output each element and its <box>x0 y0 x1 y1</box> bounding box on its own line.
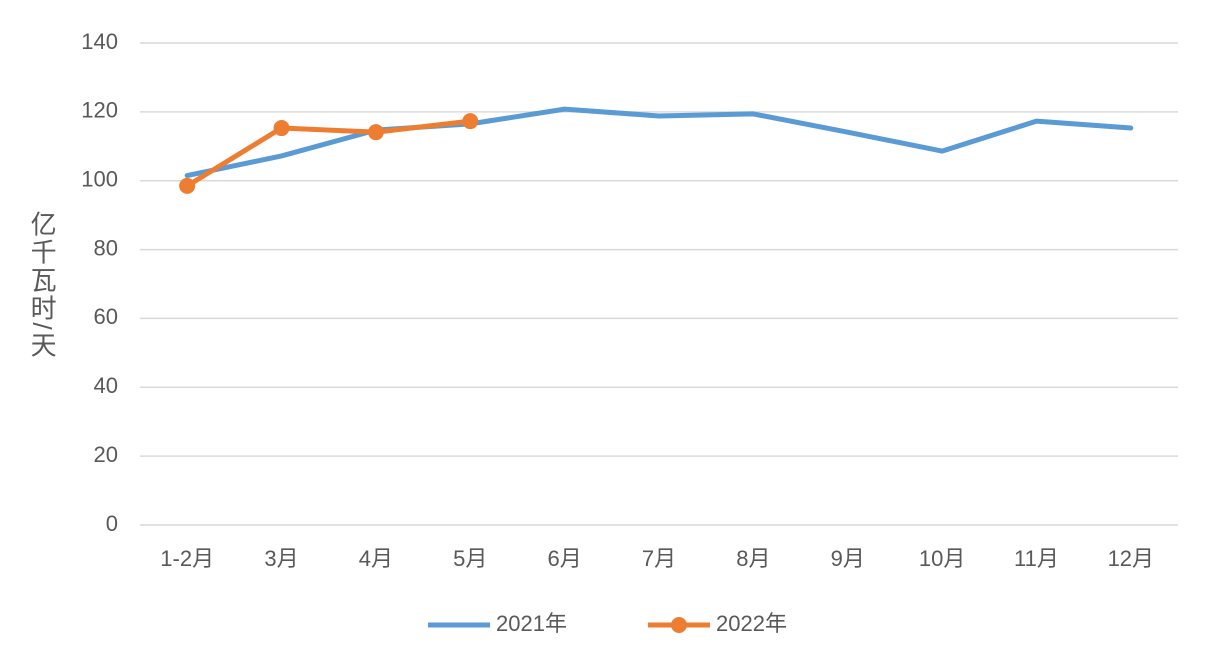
point <box>179 177 196 194</box>
y-tick-label: 40 <box>94 373 118 398</box>
x-tick-label: 8月 <box>736 546 770 571</box>
x-tick-label: 12月 <box>1108 546 1154 571</box>
x-tick-label: 1-2月 <box>160 546 214 571</box>
legend-marker <box>671 617 687 633</box>
x-tick-label: 4月 <box>359 546 393 571</box>
legend-label: 2022年 <box>716 611 787 636</box>
point <box>273 120 290 137</box>
point <box>367 124 384 141</box>
y-tick-label: 0 <box>106 511 118 536</box>
y-axis-label: 亿千瓦时/天 <box>27 210 57 359</box>
legend-label: 2021年 <box>496 611 567 636</box>
x-tick-label: 11月 <box>1014 546 1059 571</box>
y-tick-label: 140 <box>81 29 118 54</box>
y-tick-label: 60 <box>94 304 118 329</box>
x-tick-label: 3月 <box>264 546 298 571</box>
x-tick-label: 10月 <box>919 546 965 571</box>
point <box>462 113 479 130</box>
y-tick-label: 100 <box>81 167 118 192</box>
x-tick-label: 6月 <box>548 546 582 571</box>
x-tick-label: 7月 <box>642 546 676 571</box>
y-tick-label: 20 <box>94 442 118 467</box>
x-tick-label: 9月 <box>831 546 865 571</box>
line-series <box>184 118 473 189</box>
y-tick-label: 80 <box>94 235 118 260</box>
line-series <box>184 106 1134 179</box>
y-tick-label: 120 <box>81 98 118 123</box>
x-tick-label: 5月 <box>453 546 487 571</box>
